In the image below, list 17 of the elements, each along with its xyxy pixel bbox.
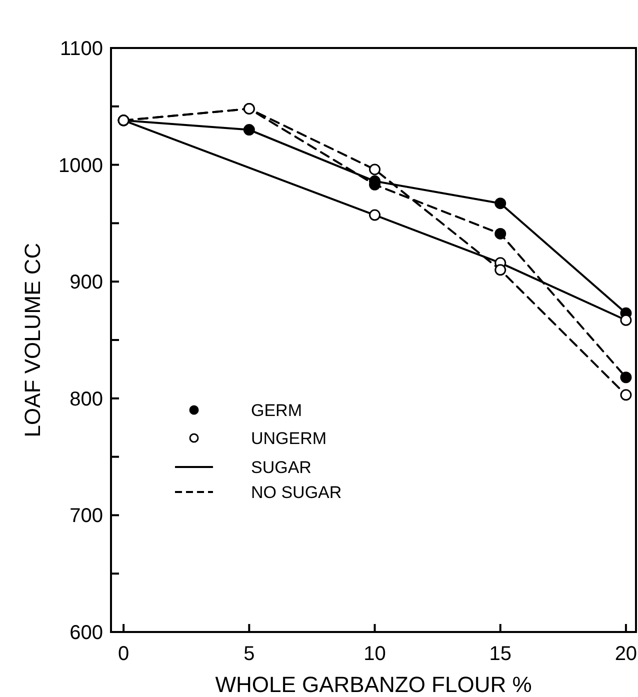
y-axis-title: LOAF VOLUME CC [20,242,45,438]
y-tick-label: 800 [70,388,103,410]
x-tick-label: 10 [364,643,386,665]
x-tick-label: 20 [614,643,638,665]
annotation: GERM [251,400,302,420]
y-tick-label: 700 [70,505,103,528]
x-axis-title: WHOLE GARBANZO FLOUR % [215,672,532,697]
x-tick-label: 0 [118,643,130,665]
annotation: NO SUGAR [251,482,342,502]
y-tick-label: 900 [70,272,103,294]
annotation: UNGERM [251,428,327,448]
y-tick-label: 1100 [60,38,103,60]
annotation: SUGAR [251,458,312,477]
x-tick-label: 15 [489,643,512,665]
x-tick-label: 5 [244,643,255,665]
y-tick-label: 1000 [58,154,103,177]
y-tick-label: 600 [70,622,103,644]
